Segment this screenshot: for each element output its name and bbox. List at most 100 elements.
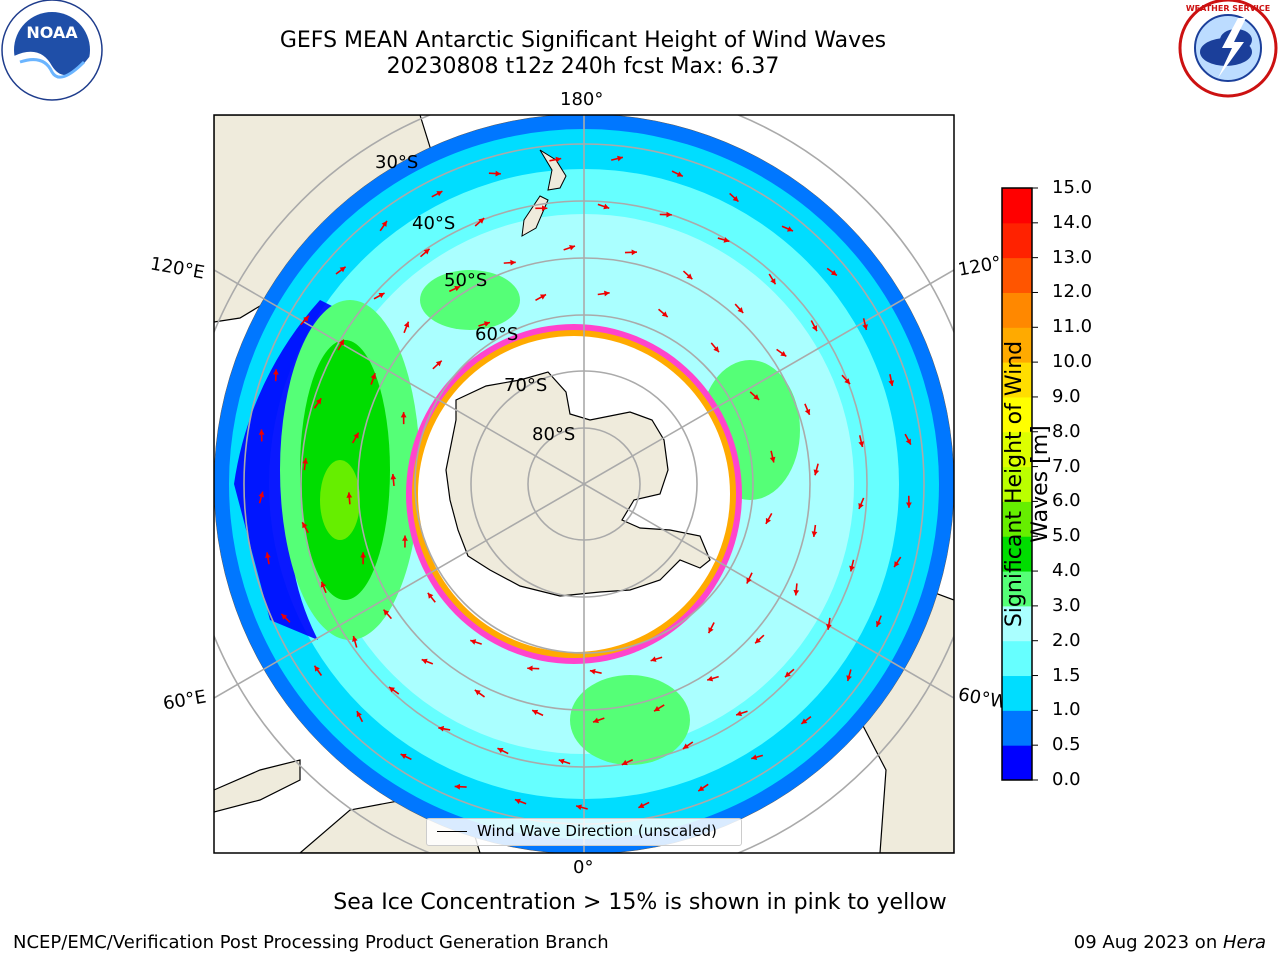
wave-arrow-head — [862, 324, 868, 330]
wave-arrow-head — [826, 624, 832, 630]
wave-arrow-head — [888, 380, 895, 386]
wave-arrow-head — [708, 627, 714, 634]
wave-arrow-head — [811, 325, 817, 332]
lat-label-70s: 70°S — [504, 375, 548, 396]
wave-arrow-head — [370, 373, 377, 380]
wave-arrow-head — [352, 635, 358, 642]
wave-arrow-head — [497, 747, 504, 754]
wave-arrow-head — [273, 369, 279, 375]
wave-arrow-head — [846, 675, 852, 682]
colorbar-tick-label: 13.0 — [1052, 246, 1093, 268]
svg-text:WEATHER SERVICE: WEATHER SERVICE — [1186, 4, 1270, 13]
wave-field-high-south — [570, 675, 690, 765]
wave-arrow-head — [527, 665, 533, 672]
lat-label-30s: 30°S — [375, 152, 419, 173]
wave-arrow-head — [281, 613, 288, 620]
colorbar — [1001, 187, 1038, 781]
colorbar-tick-label: 14.0 — [1052, 211, 1093, 233]
wave-arrow-head — [381, 220, 387, 227]
wave-arrow-head — [389, 687, 395, 693]
wave-arrow-head — [638, 802, 645, 808]
wave-arrow-head — [801, 718, 808, 724]
wave-arrow-head — [402, 535, 408, 541]
wave-arrow-head — [617, 155, 623, 162]
wave-arrow-head — [676, 171, 683, 177]
wave-arrow-head — [858, 502, 864, 509]
wave-arrow-head — [436, 191, 443, 197]
wave-arrow-head — [360, 552, 366, 558]
colorbar-frame — [1001, 187, 1033, 781]
wave-arrow-head — [682, 743, 689, 749]
colorbar-tick-label: 1.0 — [1052, 699, 1081, 721]
wave-arrow-head — [793, 589, 800, 596]
colorbar-swatch — [1002, 466, 1032, 502]
wave-arrow-head — [258, 491, 265, 498]
wave-arrow-head — [698, 785, 705, 792]
colorbar-swatch — [1002, 571, 1032, 607]
footer-date: 09 Aug 2023 on — [1073, 932, 1223, 953]
wave-arrow-head — [454, 783, 461, 790]
wave-arrow-head — [753, 394, 760, 400]
colorbar-tick-label: 11.0 — [1052, 316, 1093, 338]
colorbar-tick-label: 12.0 — [1052, 281, 1093, 303]
wave-arrow-head — [339, 266, 346, 273]
wave-arrow-head — [427, 592, 434, 599]
wave-arrow-head — [780, 350, 787, 357]
wave-arrow-head — [707, 675, 714, 682]
colorbar-swatch — [1002, 710, 1032, 746]
colorbar-swatch — [1002, 745, 1032, 781]
colorbar-label-line1: Significant Height of Wind — [1002, 340, 1027, 628]
colorbar-swatch — [1002, 292, 1032, 328]
wave-arrow-head — [400, 412, 407, 418]
lat-label-60s: 60°S — [475, 324, 519, 345]
colorbar-swatch — [1002, 640, 1032, 677]
lat-label-40s: 40°S — [412, 213, 456, 234]
noaa-logo-text: NOAA — [26, 23, 78, 42]
wave-arrow-head — [474, 689, 481, 696]
wave-arrow-head — [423, 248, 430, 255]
wave-arrow-head — [314, 665, 320, 672]
wave-arrow-head — [454, 285, 461, 292]
wave-arrow-head — [770, 278, 776, 285]
wave-arrow-head — [784, 671, 791, 678]
wave-arrow-head — [813, 469, 820, 476]
colorbar-tick-label: 7.0 — [1052, 455, 1081, 477]
colorbar-label-line2: Waves [m] — [1028, 425, 1053, 543]
lon-label-0: 0° — [573, 857, 594, 878]
wave-arrow-head — [478, 218, 485, 224]
wave-arrow-head — [532, 709, 539, 716]
wave-arrow-head — [811, 531, 818, 537]
wave-arrow-head — [713, 346, 719, 353]
wave-arrow-head — [723, 237, 730, 243]
colorbar-tick-label: 4.0 — [1052, 560, 1081, 582]
wave-arrow-head — [576, 804, 582, 811]
wave-arrow-head — [593, 717, 599, 724]
wave-arrow-head — [894, 561, 900, 568]
colorbar-swatch — [1002, 362, 1032, 398]
colorbar-tick-label: 9.0 — [1052, 385, 1081, 407]
wave-arrow-head — [604, 290, 610, 297]
colorbar-swatch — [1002, 536, 1032, 572]
wave-arrow-head — [558, 758, 565, 765]
colorbar-swatch — [1002, 188, 1032, 224]
wave-arrow-head — [555, 156, 562, 163]
wave-arrow-head — [732, 195, 739, 202]
colorbar-tick-label: 10.0 — [1052, 351, 1093, 373]
wave-arrow-head — [403, 321, 410, 328]
wave-arrow-head — [661, 311, 668, 317]
colorbar-tick-label: 6.0 — [1052, 490, 1081, 512]
wave-arrow-head — [484, 321, 490, 327]
colorbar-swatch — [1002, 257, 1032, 293]
nws-logo: WEATHER SERVICE — [1178, 0, 1278, 98]
legend-label: Wind Wave Direction (unscaled) — [477, 822, 717, 840]
wave-arrow-head — [589, 668, 596, 675]
colorbar-swatch — [1002, 605, 1032, 642]
wave-arrow-head — [631, 249, 637, 256]
wave-arrow-head — [353, 432, 359, 439]
map-legend: Wind Wave Direction (unscaled) — [426, 818, 742, 846]
wave-arrow-head — [654, 705, 661, 712]
wave-arrow-head — [302, 522, 308, 529]
wave-arrow-head — [438, 725, 445, 732]
colorbar-tick-label: 2.0 — [1052, 629, 1081, 651]
colorbar-tick-label: 3.0 — [1052, 594, 1081, 616]
